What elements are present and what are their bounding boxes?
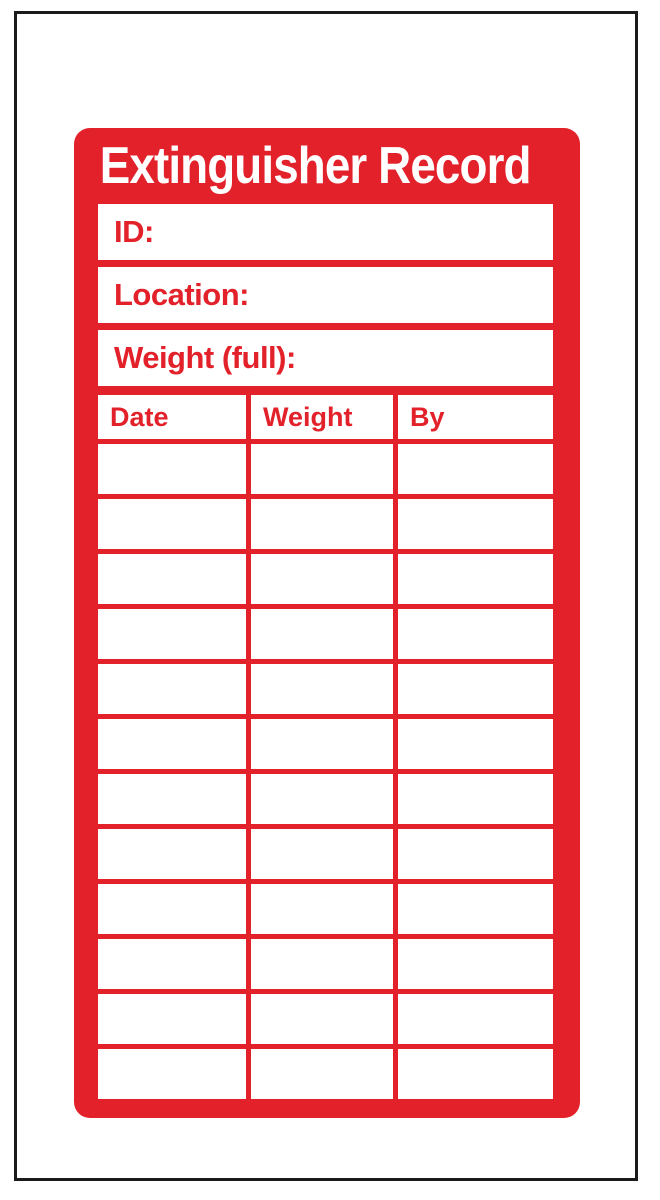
field-weight-full: Weight (full): [98,330,553,386]
record-cell-r2-c2 [251,499,393,549]
label-title: Extinguisher Record [98,128,553,204]
record-cell-r9-c1 [98,884,246,934]
label-title-text: Extinguisher Record [99,137,532,195]
record-cell-r9-c2 [251,884,393,934]
record-cell-r10-c3 [398,939,553,989]
column-header-weight: Weight [251,395,393,439]
record-cell-r5-c1 [98,664,246,714]
record-cell-r6-c3 [398,719,553,769]
record-cell-r7-c1 [98,774,246,824]
record-cell-r1-c2 [251,444,393,494]
record-cell-r8-c3 [398,829,553,879]
record-cell-r4-c3 [398,609,553,659]
record-cell-r3-c1 [98,554,246,604]
record-cell-r12-c2 [251,1049,393,1099]
field-location-label: Location: [114,277,250,312]
record-cell-r6-c2 [251,719,393,769]
field-id: ID: [98,204,553,260]
record-cell-r12-c3 [398,1049,553,1099]
record-table: Date Weight By [98,395,553,1099]
record-cell-r7-c3 [398,774,553,824]
image-border-frame: Extinguisher Record ID: Location: Weight… [14,11,638,1181]
record-cell-r9-c3 [398,884,553,934]
record-cell-r2-c3 [398,499,553,549]
record-cell-r10-c2 [251,939,393,989]
record-cell-r7-c2 [251,774,393,824]
field-location: Location: [98,267,553,323]
record-cell-r6-c1 [98,719,246,769]
column-header-date: Date [98,395,246,439]
record-cell-r2-c1 [98,499,246,549]
record-cell-r5-c2 [251,664,393,714]
record-cell-r8-c2 [251,829,393,879]
record-cell-r12-c1 [98,1049,246,1099]
record-cell-r11-c3 [398,994,553,1044]
field-id-label: ID: [114,214,154,249]
record-cell-r1-c3 [398,444,553,494]
record-cell-r11-c2 [251,994,393,1044]
record-cell-r3-c3 [398,554,553,604]
record-cell-r4-c1 [98,609,246,659]
record-cell-r1-c1 [98,444,246,494]
record-cell-r8-c1 [98,829,246,879]
record-cell-r11-c1 [98,994,246,1044]
record-cell-r5-c3 [398,664,553,714]
record-cell-r4-c2 [251,609,393,659]
record-cell-r10-c1 [98,939,246,989]
extinguisher-record-label: Extinguisher Record ID: Location: Weight… [74,128,580,1118]
column-header-by: By [398,395,553,439]
record-cell-r3-c2 [251,554,393,604]
field-weight-full-label: Weight (full): [114,340,296,375]
